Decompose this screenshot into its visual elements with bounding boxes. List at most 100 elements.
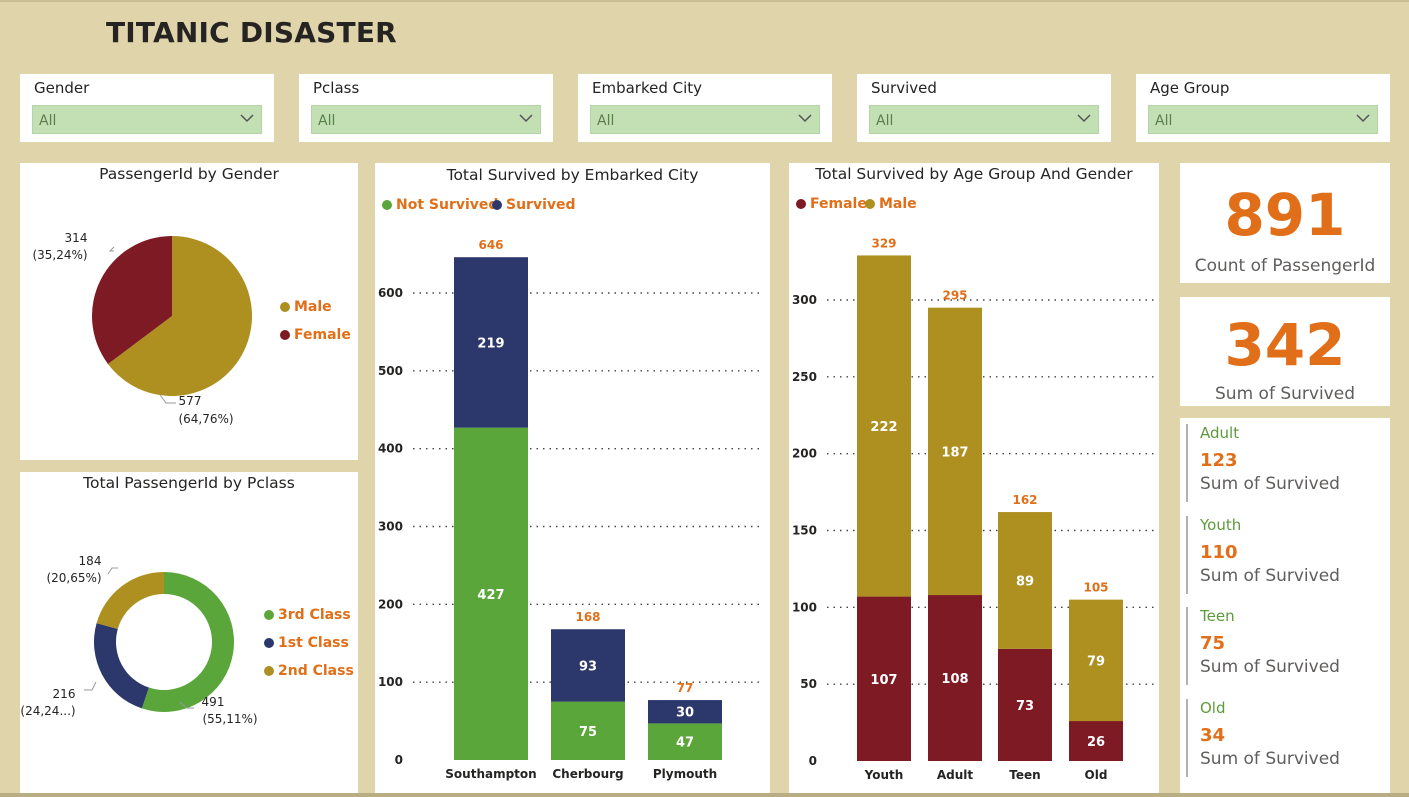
donut-slice-3rd-class[interactable] (141, 572, 234, 712)
bar-total-label: 646 (478, 238, 503, 252)
bar-value-label: 107 (870, 673, 897, 688)
y-tick-label: 300 (792, 293, 817, 307)
legend-survived[interactable]: Survived (492, 197, 576, 213)
legend-dot (264, 638, 274, 648)
chart-title: Total Survived by Embarked City (446, 166, 699, 184)
legend-not-survived[interactable]: Not Survived (382, 197, 498, 213)
y-tick-label: 400 (378, 442, 403, 456)
bar-value-label: 47 (676, 736, 694, 751)
y-tick-label: 300 (378, 520, 403, 534)
bar-value-label: 26 (1087, 735, 1105, 750)
y-tick-label: 200 (378, 597, 403, 611)
chevron-down-icon[interactable] (1355, 111, 1371, 125)
donut-slice-2nd-class[interactable] (96, 572, 164, 630)
slicer-survived[interactable]: Survived All (857, 74, 1111, 142)
bar-segment-female[interactable] (857, 596, 911, 761)
kpi-value: 891 (1224, 181, 1346, 249)
pclass-donut-card: Total PassengerId by Pclass 184 (20,65%)… (20, 472, 358, 793)
bar-segment-female[interactable] (928, 595, 982, 761)
legend-female[interactable]: Female (796, 196, 867, 212)
chevron-down-icon[interactable] (518, 111, 534, 125)
y-tick-label: 50 (800, 677, 817, 691)
legend-dot (264, 610, 274, 620)
age-bar-card: Total Survived by Age Group And Gender F… (789, 163, 1159, 793)
legend-2nd-class[interactable]: 2nd Class (264, 663, 354, 679)
multirow-title: Adult (1200, 424, 1240, 442)
legend-1st-class[interactable]: 1st Class (264, 635, 349, 651)
legend-dot (865, 199, 875, 209)
donut-slice-1st-class[interactable] (94, 623, 149, 709)
slicer-dropdown[interactable]: All (869, 105, 1099, 134)
chevron-down-icon[interactable] (797, 111, 813, 125)
bar-segment-male[interactable] (1069, 599, 1123, 722)
chevron-down-icon[interactable] (1076, 111, 1092, 125)
legend-dot (280, 330, 290, 340)
bar-value-label: 89 (1016, 574, 1034, 589)
slicer-label: Pclass (313, 79, 360, 97)
pie-slice-male[interactable] (107, 236, 253, 396)
legend-label: Female (810, 196, 867, 212)
leader-line (107, 567, 118, 575)
embarked-bar-card: Total Survived by Embarked City Not Surv… (375, 163, 770, 793)
slicer-value: All (597, 113, 615, 129)
multirow-title: Old (1200, 699, 1226, 717)
bar-segment-male[interactable] (928, 307, 982, 596)
bar-total-label: 329 (871, 236, 896, 250)
slicer-dropdown[interactable]: All (311, 105, 541, 134)
bar-segment-male[interactable] (998, 512, 1052, 649)
legend-label: Female (294, 327, 351, 343)
legend-male[interactable]: Male (865, 196, 917, 212)
bar-value-label: 93 (579, 659, 597, 674)
class3-pct-label: (55,11%) (202, 712, 257, 726)
legend-dot (264, 666, 274, 676)
male-pct-label: (64,76%) (178, 412, 233, 426)
slicer-value: All (876, 113, 894, 129)
bar-segment-female[interactable] (1069, 721, 1123, 761)
class2-pct-label: (20,65%) (46, 571, 101, 585)
slicer-gender[interactable]: Gender All (20, 74, 274, 142)
bar-value-label: 187 (941, 445, 968, 460)
gender-pie-card: PassengerId by Gender 314 (35,24%) 577 (… (20, 163, 358, 460)
bar-segment-not-survived[interactable] (551, 701, 625, 760)
slicer-dropdown[interactable]: All (32, 105, 262, 134)
kpi-label: Sum of Survived (1215, 384, 1355, 404)
slicer-pclass[interactable]: Pclass All (299, 74, 553, 142)
male-count-label: 577 (179, 394, 202, 408)
bar-value-label: 108 (941, 672, 968, 687)
legend-3rd-class[interactable]: 3rd Class (264, 607, 351, 623)
multirow-value: 75 (1200, 633, 1226, 654)
bar-value-label: 73 (1016, 699, 1034, 714)
chevron-down-icon[interactable] (239, 111, 255, 125)
slicer-embarked-city[interactable]: Embarked City All (578, 74, 832, 142)
legend-male[interactable]: Male (280, 299, 332, 315)
multirow-label: Sum of Survived (1200, 657, 1340, 677)
bar-segment-survived[interactable] (551, 629, 625, 702)
legend-female[interactable]: Female (280, 327, 351, 343)
kpi-label: Count of PassengerId (1194, 256, 1376, 276)
bar-segment-survived[interactable] (454, 257, 528, 428)
age-bar-chart: 0 50 100 150 200 250 300 107 222 329 Youth 108 187 29… (792, 236, 1154, 782)
y-tick-label: 100 (378, 675, 403, 689)
bar-segment-not-survived[interactable] (648, 723, 722, 760)
bar-total-label: 162 (1012, 493, 1037, 507)
leader-line (108, 246, 115, 252)
slicer-dropdown[interactable]: All (1148, 105, 1378, 134)
bar-segment-not-survived[interactable] (454, 427, 528, 760)
class3-count-label: 491 (202, 695, 225, 709)
slicer-age-group[interactable]: Age Group All (1136, 74, 1390, 142)
multirow-item-teen: Teen 75 Sum of Survived (1186, 607, 1376, 685)
bar-total-label: 295 (942, 289, 967, 303)
legend-label: Not Survived (396, 197, 499, 213)
x-category-label: Adult (937, 768, 974, 782)
bar-segment-male[interactable] (857, 255, 911, 597)
slicer-value: All (39, 113, 57, 129)
bar-segment-survived[interactable] (648, 700, 722, 724)
bar-segment-female[interactable] (998, 648, 1052, 761)
y-tick-label: 150 (792, 524, 817, 538)
slicer-dropdown[interactable]: All (590, 105, 820, 134)
pie-slice-female[interactable] (92, 236, 172, 364)
multirow-label: Sum of Survived (1200, 749, 1340, 769)
pclass-donut-chart: 184 (20,65%) 491 (55,11%) 216 (24,24...) (20, 554, 257, 726)
chart-title: Total PassengerId by Pclass (83, 474, 295, 492)
bar-value-label: 219 (477, 336, 504, 351)
